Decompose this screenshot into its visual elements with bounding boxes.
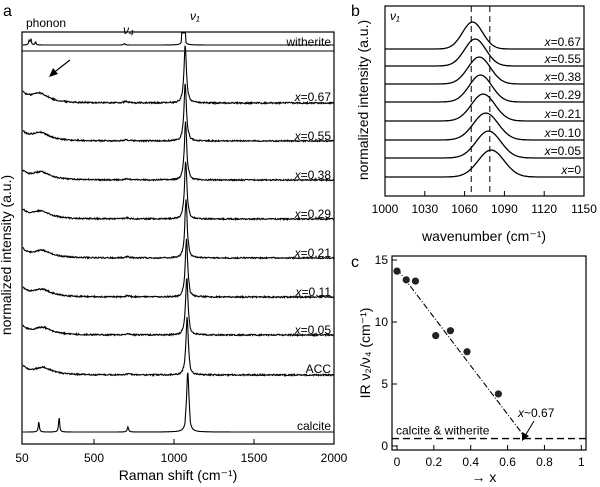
panel-a-series-line <box>22 238 335 300</box>
panel-b: b normalized intensity (a.u.) wavenumber… <box>351 3 597 244</box>
panel-a-series-label: x=0.29 <box>294 207 332 221</box>
panel-a-series-label: x=0.05 <box>294 323 332 337</box>
panel-b-x-tick-label: 1060 <box>451 202 478 216</box>
panel-a-series-label: witherite <box>285 35 331 49</box>
panel-c-data-point <box>494 390 502 398</box>
panel-a-series-label: x=0.55 <box>294 129 332 143</box>
panel-b-series-line <box>385 56 584 85</box>
panel-b-series-line <box>385 112 584 141</box>
panel-b-series-label: x=0.21 <box>544 107 582 121</box>
panel-c-data-point <box>402 276 410 284</box>
panel-b-series-label: x=0.05 <box>544 144 582 158</box>
panel-a-series-line <box>22 278 334 338</box>
panel-b-series-label: x=0.29 <box>544 88 582 102</box>
panel-c-x-tick-label: 1 <box>578 455 585 469</box>
panel-c-x-tick-label: 0.8 <box>536 455 553 469</box>
panel-c-data-point <box>463 348 471 356</box>
panel-c-x-tick-label: 0.4 <box>462 455 479 469</box>
panel-b-x-tick-label: 1150 <box>571 202 597 216</box>
panel-c-y-tick-label: 10 <box>375 315 389 329</box>
panel-b-series-label: x=0.38 <box>544 70 582 84</box>
panel-b-x-tick-label: 1000 <box>372 202 399 216</box>
panel-c-data-point <box>411 277 420 285</box>
panel-c-y-tick-label: 15 <box>375 253 389 267</box>
panel-b-series-label: x=0 <box>560 163 581 177</box>
panel-b-series-line <box>385 149 584 178</box>
panel-c-arrow-head <box>522 432 529 441</box>
panel-c-annotation: x~0.67 <box>517 406 555 420</box>
panel-a-series-line <box>22 199 335 260</box>
panel-b-series-label: x=0.10 <box>544 126 582 140</box>
panel-a-nu1-label: ν₁ <box>190 9 200 23</box>
panel-c-y-tick-label: 0 <box>381 439 388 453</box>
panel-a-series-label: calcite <box>297 419 331 433</box>
panel-a-series-label: x=0.21 <box>294 246 332 260</box>
panel-c-x-tick-label: 0.2 <box>426 455 443 469</box>
panel-a-phonon-label: phonon <box>26 16 66 30</box>
panel-a-x-tick-label: 1000 <box>161 451 188 465</box>
panel-a-x-tick-label: 2000 <box>321 451 348 465</box>
panel-a: a normalized intensity (a.u.) Raman shif… <box>0 3 348 483</box>
panel-b-nu1-label: ν₁ <box>390 9 400 23</box>
panel-a-x-tick-label: 1500 <box>241 451 268 465</box>
panel-b-y-axis-title: normalized intensity (a.u.) <box>355 20 371 180</box>
panel-a-series-label: ACC <box>306 362 332 376</box>
panel-a-x-tick-label: 500 <box>84 451 104 465</box>
panel-b-series-line <box>385 38 584 67</box>
panel-b-series-label: x=0.55 <box>544 52 582 66</box>
panel-c-arrow-shaft <box>524 420 535 437</box>
panel-c-fit-line <box>396 268 527 439</box>
panel-c-x-axis-title: → x <box>472 469 497 485</box>
panel-c: c IR ν₂/ν₄ (cm⁻¹) → x 0 0.2 0.4 0.6 0.8 10510… <box>351 253 587 485</box>
panel-b-frame <box>384 5 585 197</box>
panel-a-series-line <box>22 121 335 183</box>
panel-a-series-line <box>22 372 334 433</box>
panel-c-data-point <box>432 332 440 340</box>
panel-c-x-tick-label: 0 <box>394 455 401 469</box>
panel-b-x-tick-label: 1120 <box>531 202 557 216</box>
panel-c-baseline-label: calcite & witherite <box>396 424 490 438</box>
panel-b-series-line <box>385 130 584 159</box>
panel-a-series-line <box>22 83 335 143</box>
panel-a-label: a <box>3 3 12 20</box>
panel-a-series-label: x=0.67 <box>294 90 332 104</box>
panel-c-y-axis-title: IR ν₂/ν₄ (cm⁻¹) <box>357 308 373 399</box>
panel-a-x-axis-title: Raman shift (cm⁻¹) <box>119 467 238 483</box>
panel-c-data-point <box>393 267 401 275</box>
panel-b-series-line <box>385 21 584 50</box>
panel-b-x-tick-label: 1030 <box>411 202 438 216</box>
panel-a-x-tick-label: 50 <box>15 451 29 465</box>
panel-b-series-label: x=0.67 <box>544 35 582 49</box>
panel-c-label: c <box>351 254 359 271</box>
panel-a-series-line <box>22 45 335 106</box>
panel-a-y-axis-title: normalized intensity (a.u.) <box>0 175 14 335</box>
panel-b-plot: 1000 1030 1060 1090 1120 1150 x=0.67 x=0.55 x=0.… <box>372 5 597 216</box>
panel-c-frame <box>391 255 587 451</box>
panel-c-data-point <box>446 327 455 335</box>
panel-a-series-label: x=0.11 <box>295 285 332 299</box>
panel-a-series-line <box>22 32 334 46</box>
panel-b-x-axis-title: wavenumber (cm⁻¹) <box>421 228 546 244</box>
panel-b-series-line <box>385 93 584 122</box>
panel-b-series-line <box>385 74 584 103</box>
panel-a-series-label: x=0.38 <box>294 168 332 182</box>
panel-c-y-tick-label: 5 <box>381 377 388 391</box>
panel-a-series-line <box>22 161 335 222</box>
panel-a-plot: 50 500 1000 1500 2000 witherite x=0.67 x=0.55 x=… <box>15 9 347 465</box>
panel-b-x-tick-label: 1090 <box>491 202 518 216</box>
panel-a-arrow-head <box>49 68 58 77</box>
panel-b-label: b <box>351 3 360 20</box>
panel-c-x-tick-label: 0.6 <box>499 455 516 469</box>
panel-a-series-line <box>22 316 335 378</box>
panel-a-nu4-label: ν₄ <box>123 23 134 37</box>
panel-a-frame <box>21 31 335 445</box>
